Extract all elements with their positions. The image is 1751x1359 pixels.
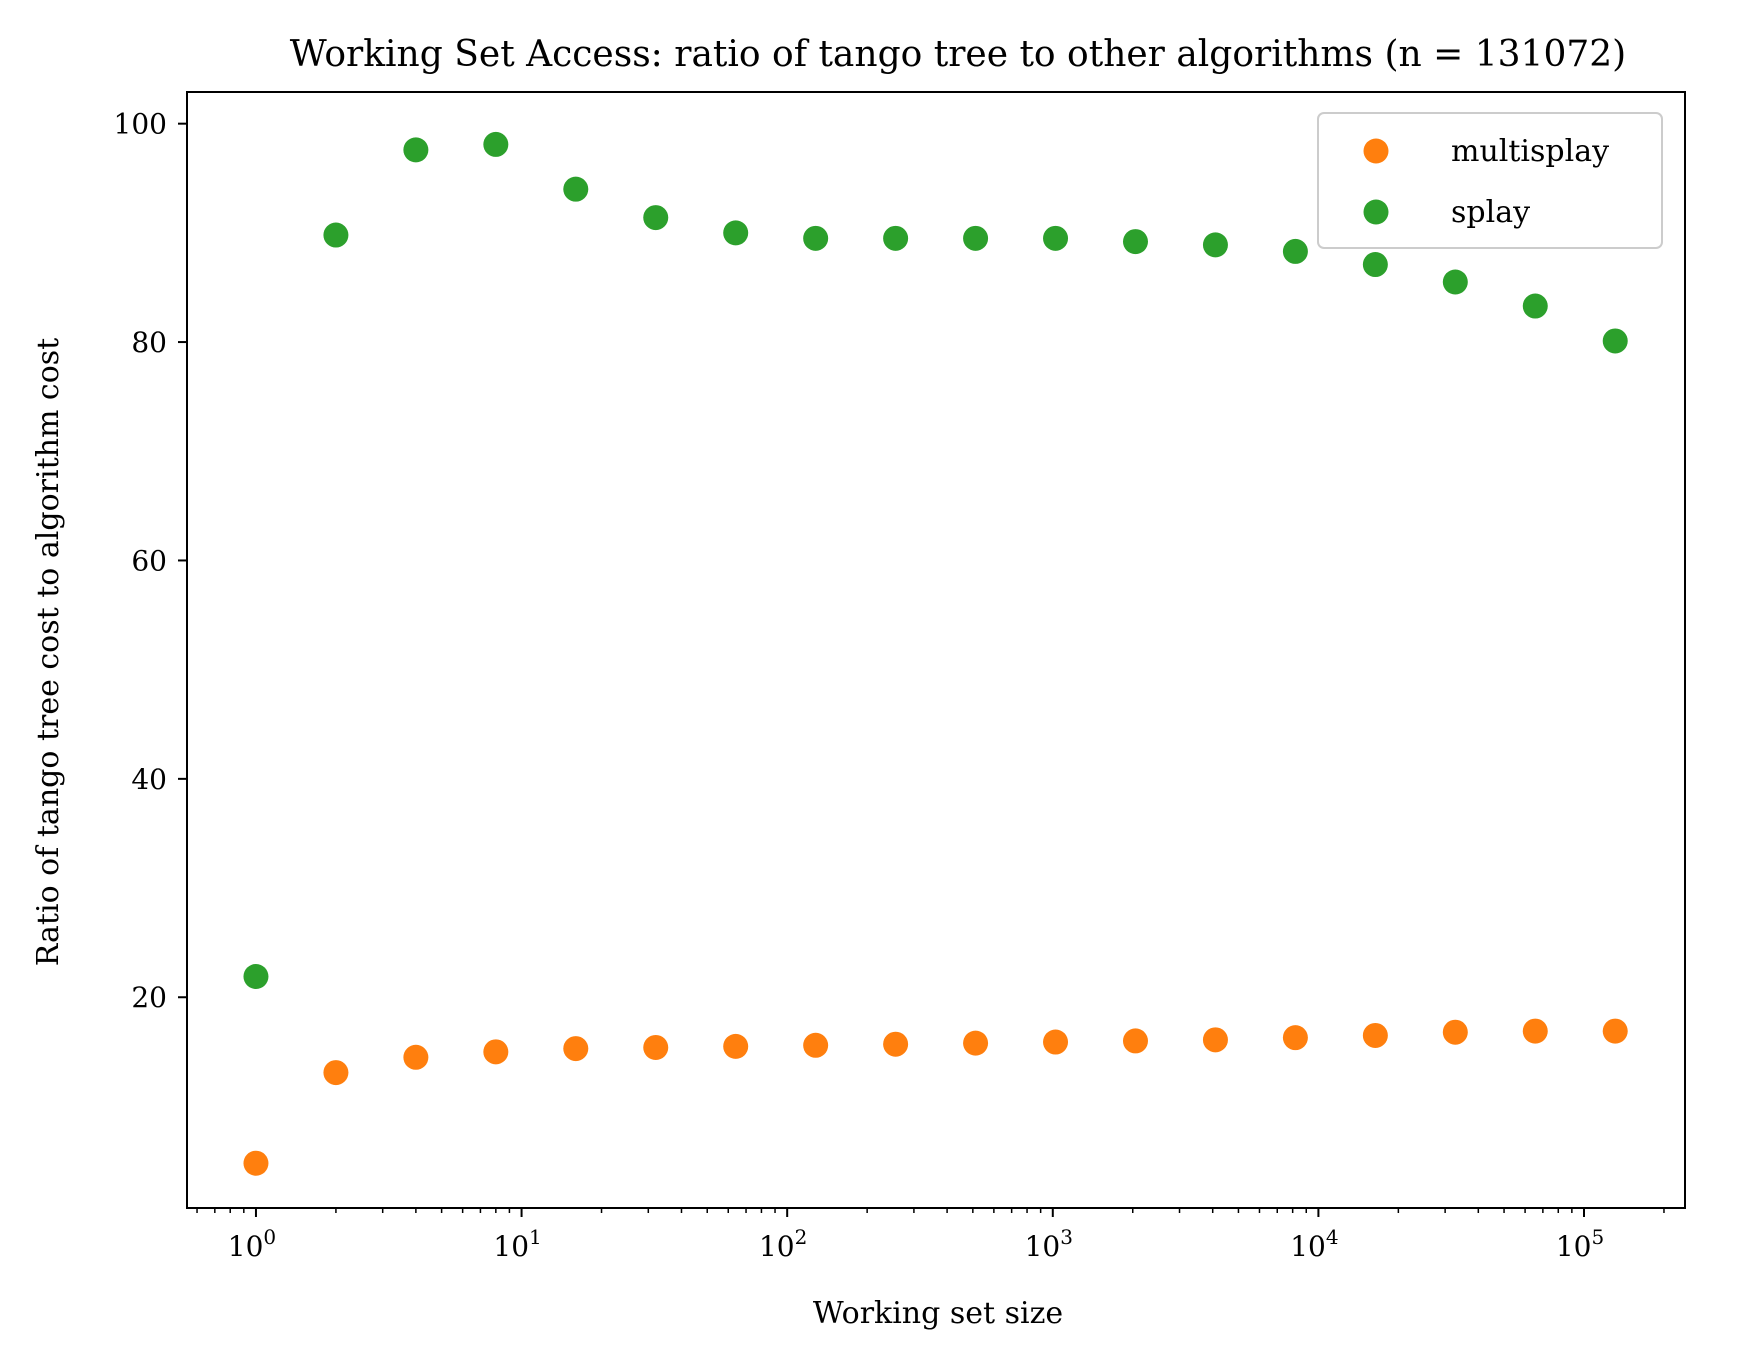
x-tick-label: 102 <box>759 1225 807 1263</box>
data-point <box>723 1033 749 1059</box>
series-splay <box>243 131 1628 990</box>
x-tick-label: 105 <box>1556 1225 1604 1263</box>
data-point <box>643 1034 669 1060</box>
x-tick-base: 10 <box>493 1230 529 1263</box>
data-point <box>963 225 989 251</box>
data-point <box>723 220 749 246</box>
legend-marker-multisplay <box>1363 138 1389 164</box>
series-multisplay <box>243 1018 1628 1176</box>
x-tick-exponent: 0 <box>263 1225 276 1249</box>
data-point <box>883 225 909 251</box>
data-point <box>1043 225 1069 251</box>
x-tick-label: 104 <box>1290 1225 1338 1263</box>
data-point <box>803 1032 829 1058</box>
data-point <box>1282 238 1308 264</box>
data-point <box>323 222 349 248</box>
data-point <box>403 137 429 163</box>
legend-label-splay: splay <box>1451 195 1530 230</box>
data-point <box>1442 1019 1468 1045</box>
x-tick-label: 100 <box>228 1225 276 1263</box>
data-point <box>483 1039 509 1065</box>
data-point <box>1122 1028 1148 1054</box>
x-tick-exponent: 5 <box>1591 1225 1604 1249</box>
y-tick-label: 40 <box>131 763 167 796</box>
x-tick-base: 10 <box>759 1230 795 1263</box>
data-point <box>563 1036 589 1062</box>
x-axis-label: Working set size <box>813 1296 1063 1331</box>
chart-title: Working Set Access: ratio of tango tree … <box>290 34 1626 75</box>
y-tick-label: 100 <box>114 108 167 141</box>
x-tick-base: 10 <box>1025 1230 1061 1263</box>
data-point <box>883 1031 909 1057</box>
data-point <box>403 1044 429 1070</box>
data-point <box>243 964 269 990</box>
x-tick-exponent: 4 <box>1326 1225 1339 1249</box>
data-point <box>963 1030 989 1056</box>
data-point <box>323 1060 349 1086</box>
data-point <box>1122 229 1148 255</box>
data-point <box>1522 1018 1548 1044</box>
axes-frame <box>186 91 1686 1209</box>
data-point <box>483 131 509 157</box>
legend-box <box>1317 112 1663 249</box>
data-point <box>1362 1022 1388 1048</box>
data-point <box>1602 328 1628 354</box>
legend-label-multisplay: multisplay <box>1451 134 1609 169</box>
x-tick-label: 101 <box>493 1225 541 1263</box>
x-tick-base: 10 <box>1556 1230 1592 1263</box>
x-tick-base: 10 <box>1290 1230 1326 1263</box>
y-tick-label: 60 <box>131 544 167 577</box>
data-point <box>563 176 589 202</box>
data-point <box>1602 1018 1628 1044</box>
data-point <box>803 225 829 251</box>
x-tick-label: 103 <box>1025 1225 1073 1263</box>
x-tick-exponent: 3 <box>1060 1225 1073 1249</box>
data-point <box>1362 252 1388 278</box>
legend: multisplay splay <box>1317 112 1663 249</box>
y-tick-label: 80 <box>131 326 167 359</box>
y-tick-label: 20 <box>131 981 167 1014</box>
data-point <box>1043 1029 1069 1055</box>
x-tick-base: 10 <box>228 1230 264 1263</box>
data-point <box>1202 232 1228 258</box>
data-point <box>1442 269 1468 295</box>
legend-marker-splay <box>1363 199 1389 225</box>
y-axis-label: Ratio of tango tree cost to algorithm co… <box>31 338 66 966</box>
x-tick-exponent: 1 <box>529 1225 542 1249</box>
data-point <box>643 205 669 231</box>
data-point <box>243 1150 269 1176</box>
data-point <box>1522 293 1548 319</box>
data-point <box>1282 1025 1308 1051</box>
data-point <box>1202 1027 1228 1053</box>
x-tick-exponent: 2 <box>795 1225 808 1249</box>
